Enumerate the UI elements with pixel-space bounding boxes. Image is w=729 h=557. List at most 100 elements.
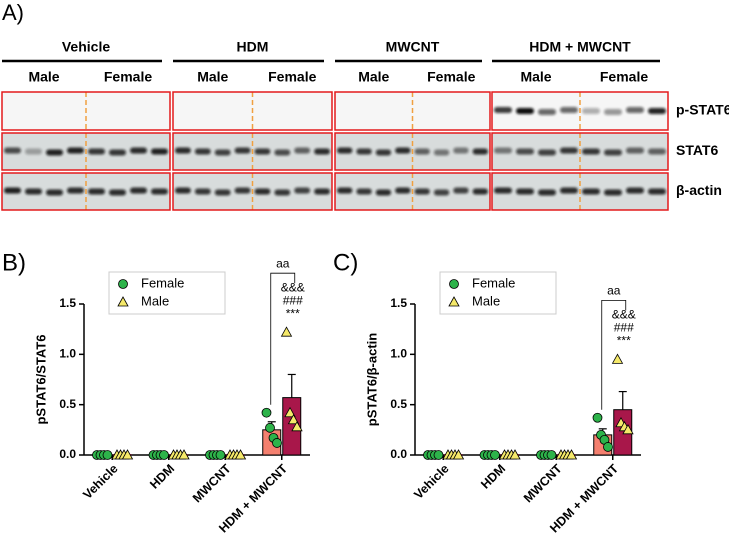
blot-frame: [172, 91, 333, 131]
blot-frame: [1, 91, 171, 131]
band: [414, 148, 430, 155]
band: [648, 148, 666, 155]
significance-label: ***: [617, 334, 631, 348]
data-point: [121, 449, 134, 460]
comparison-bracket: [270, 272, 296, 405]
x-tick-label: HDM: [478, 462, 508, 492]
x-tick-label: MWCNT: [190, 461, 234, 505]
legend-marker: [117, 296, 129, 307]
band: [4, 147, 21, 154]
blot-frame: [172, 132, 333, 171]
comparison-bracket: [601, 299, 627, 410]
band: [356, 188, 372, 195]
data-point: [102, 450, 113, 460]
data-point: [291, 420, 303, 432]
band: [254, 188, 271, 195]
band: [538, 149, 556, 156]
blot-frame: [491, 132, 669, 171]
band: [560, 187, 578, 194]
sex-label: Female: [427, 69, 475, 85]
y-tick-label: 1.0: [59, 347, 76, 361]
band: [294, 187, 311, 194]
blot-frame: [491, 172, 669, 211]
significance-label: ***: [286, 306, 300, 320]
data-point: [592, 412, 603, 423]
legend-label: Female: [472, 275, 515, 290]
band: [234, 187, 251, 194]
legend-marker: [448, 296, 460, 307]
band: [109, 149, 126, 156]
sex-label: Female: [268, 69, 316, 85]
data-point: [287, 413, 300, 425]
band: [472, 148, 488, 155]
band: [582, 188, 600, 195]
data-point: [452, 449, 465, 460]
band: [151, 188, 168, 195]
blot-frame: [1, 172, 171, 211]
band: [314, 188, 330, 195]
band: [560, 107, 578, 113]
band: [604, 189, 622, 196]
legend-marker: [118, 279, 128, 289]
band: [337, 187, 353, 194]
band: [538, 189, 556, 196]
band: [194, 188, 211, 195]
data-point: [611, 353, 624, 364]
data-point: [234, 449, 247, 460]
legend-marker: [449, 279, 459, 289]
y-tick-label: 1.5: [390, 296, 407, 310]
band: [538, 109, 556, 115]
legend-label: Female: [141, 275, 184, 290]
y-tick-label: 0.5: [59, 397, 76, 411]
data-point: [261, 407, 272, 418]
x-tick-label: Vehicle: [411, 462, 451, 502]
y-axis-label: pSTAT6/STAT6: [33, 334, 48, 424]
significance-label: ###: [283, 293, 303, 307]
band: [516, 188, 534, 195]
band: [375, 189, 392, 196]
band: [4, 187, 21, 194]
band: [494, 147, 512, 154]
blot-frame: [1, 132, 171, 171]
band: [453, 187, 469, 194]
sex-label: Female: [104, 69, 152, 85]
band: [274, 189, 291, 196]
band: [472, 188, 488, 195]
band: [494, 107, 512, 113]
panel-label: A): [2, 0, 24, 25]
band: [46, 189, 63, 196]
band: [626, 187, 644, 194]
y-tick-label: 0.0: [390, 447, 407, 461]
band: [130, 147, 147, 154]
significance-label: aa: [276, 256, 290, 270]
band: [648, 188, 666, 195]
blot-frame: [172, 172, 333, 211]
panel-label: C): [333, 249, 358, 276]
band: [214, 189, 231, 196]
band: [453, 147, 469, 154]
band: [516, 148, 534, 155]
data-point: [178, 449, 190, 460]
group-label: Vehicle: [62, 39, 110, 55]
band: [130, 187, 147, 194]
band: [175, 187, 191, 194]
band: [433, 149, 450, 156]
band: [582, 148, 600, 155]
band: [314, 148, 330, 155]
band: [414, 188, 430, 195]
band: [274, 149, 291, 156]
data-point: [509, 449, 521, 460]
y-tick-label: 0.5: [390, 397, 407, 411]
row-label: p-STAT6: [676, 102, 729, 118]
data-point: [284, 406, 296, 418]
band: [234, 147, 251, 154]
legend-box: [439, 271, 557, 315]
band: [560, 147, 578, 154]
data-point: [622, 424, 634, 435]
data-point: [280, 326, 293, 337]
row-label: STAT6: [676, 142, 718, 158]
data-point: [265, 422, 275, 433]
sex-label: Female: [600, 69, 648, 85]
sex-label: Male: [520, 69, 551, 85]
band: [604, 149, 622, 156]
